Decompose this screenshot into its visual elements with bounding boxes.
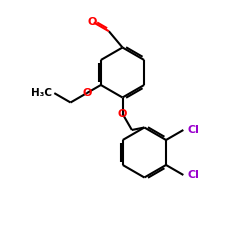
Text: O: O [118, 109, 127, 119]
Text: O: O [88, 17, 97, 27]
Text: Cl: Cl [187, 170, 199, 180]
Text: H₃C: H₃C [31, 88, 52, 98]
Text: Cl: Cl [187, 125, 199, 135]
Text: O: O [82, 88, 92, 98]
